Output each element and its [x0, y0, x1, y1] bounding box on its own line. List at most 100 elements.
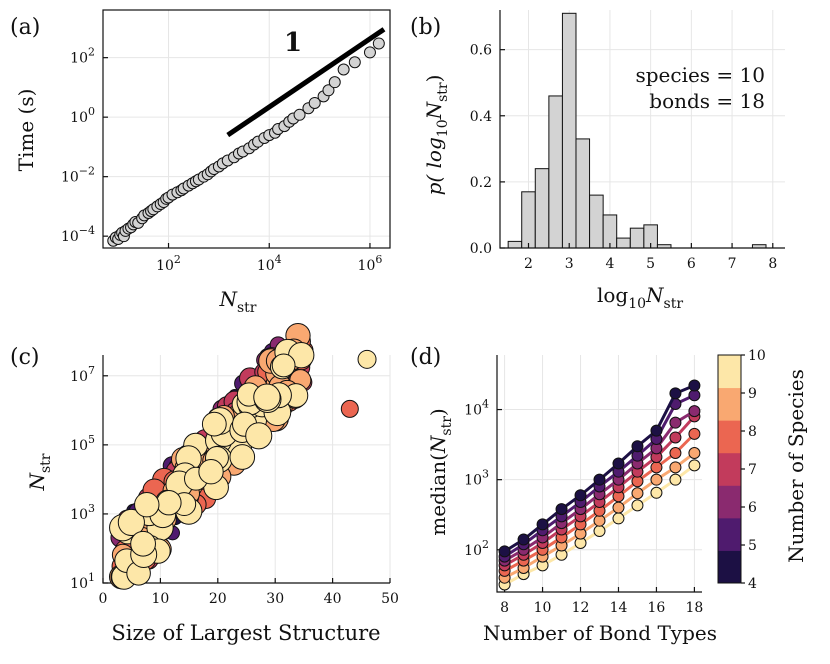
panel-c-ticks: 0 10 20 30 40 50 101 103 105 107 [70, 364, 399, 607]
panel-d-ytick-label: 102 [464, 538, 489, 559]
panel-b-xtick-label: 2 [524, 256, 533, 272]
panel-b-xtick-label: 7 [728, 256, 737, 272]
panel-a-xtick-label: 102 [156, 253, 181, 274]
panel-d-xtick-label: 14 [610, 600, 628, 616]
series-point [650, 461, 663, 474]
histogram-bar [521, 191, 536, 249]
series-point [612, 457, 625, 470]
panel-d-xtick-label: 12 [572, 600, 590, 616]
colorbar: 4 5 6 7 8 9 10 [717, 348, 766, 592]
colorbar-tick-label: 7 [748, 462, 757, 478]
panel-d-label: (d) [410, 345, 441, 370]
data-point [134, 491, 160, 518]
colorbar-swatch [718, 355, 741, 389]
panel-d-xtick-label: 18 [685, 600, 703, 616]
data-point [348, 56, 361, 69]
colorbar-tick-label: 5 [748, 538, 757, 554]
data-point [372, 37, 385, 50]
panel-c-xtick-label: 0 [99, 591, 108, 607]
panel-c-ytick-label: 107 [70, 364, 95, 385]
panel-b-ytick-label: 0.0 [470, 241, 492, 257]
data-point [117, 508, 145, 536]
data-point [271, 353, 296, 378]
panel-a-ytick-label: 100 [70, 105, 95, 126]
colorbar-swatch [718, 452, 741, 486]
series-point [650, 486, 663, 499]
series-point [688, 427, 701, 440]
panel-d-xtick-label: 10 [534, 600, 552, 616]
series-point [498, 545, 511, 558]
data-point [245, 422, 273, 450]
panel-b-xtick-label: 8 [768, 256, 777, 272]
series-point [669, 416, 682, 429]
series-point [593, 525, 606, 538]
panel-b-bars [507, 12, 767, 249]
histogram-bar [616, 237, 631, 249]
data-point [363, 46, 376, 59]
panel-d-axes [496, 355, 702, 593]
panel-a-ylabel: Time (s) [14, 89, 38, 172]
series-point [612, 512, 625, 525]
panel-c-label: (c) [10, 345, 40, 370]
panel-c-ytick-label: 105 [70, 433, 95, 454]
series-point [650, 473, 663, 486]
panel-b-ylabel: p( log10Nstr) [422, 75, 451, 196]
panel-d-xtick-label: 16 [648, 600, 666, 616]
panel-d-xtick-label: 8 [500, 600, 509, 616]
panel-a-ytick-label: 10−4 [61, 224, 95, 245]
panel-d-xlabel: Number of Bond Types [483, 621, 717, 645]
colorbar-swatch [718, 550, 741, 584]
panel-c-xtick-label: 50 [381, 591, 399, 607]
series-point [631, 440, 644, 453]
panel-d-ticks: 8 10 12 14 16 18 102 103 104 [464, 398, 703, 616]
data-point [201, 411, 227, 437]
series-point [631, 499, 644, 512]
series-point [517, 533, 530, 546]
panel-c-points [108, 322, 377, 590]
series-point [593, 473, 606, 486]
annotation-species: species = 10 [635, 63, 765, 87]
panel-a-xtick-label: 104 [257, 253, 282, 274]
series-point [669, 387, 682, 400]
series-point [574, 489, 587, 502]
series-point [612, 501, 625, 514]
colorbar-tick-label: 8 [748, 424, 757, 440]
panel-c-xtick-label: 30 [266, 591, 284, 607]
panel-b-xlabel: log10Nstr [597, 283, 683, 312]
colorbar-tick-label: 6 [748, 500, 757, 516]
series-point [688, 447, 701, 460]
data-point [130, 530, 156, 557]
histogram-bar [507, 240, 523, 249]
series-point [669, 461, 682, 474]
data-point [322, 84, 335, 97]
panel-d-ylabel: median(Nstr) [426, 408, 455, 535]
panel-a: (a) 102 104 106 10−4 10−2 100 102 1 Nstr Time … [10, 9, 391, 316]
series-point [688, 459, 701, 472]
panel-b-xtick-label: 3 [565, 256, 574, 272]
panel-b-ytick-label: 0.4 [470, 109, 492, 125]
data-point [328, 76, 341, 89]
data-point [198, 459, 224, 485]
data-point [229, 444, 256, 470]
data-point [337, 63, 350, 76]
data-point [340, 399, 359, 418]
series-point [631, 487, 644, 500]
panel-c-xtick-label: 20 [209, 591, 227, 607]
panel-c-xlabel: Size of Largest Structure [111, 621, 380, 645]
histogram-bar [534, 168, 550, 249]
histogram-bar [629, 227, 645, 249]
series-point [669, 473, 682, 486]
colorbar-tick-label: 9 [748, 386, 757, 402]
colorbar-swatch [718, 420, 741, 454]
series-point [669, 431, 682, 444]
colorbar-swatch [718, 387, 741, 421]
panel-a-frame [102, 9, 391, 249]
panel-c-ylabel: Nstr [25, 453, 54, 491]
panel-c: (c) 0 10 20 30 40 50 101 103 105 107 Size of Larg… [10, 322, 399, 645]
annotation-bonds: bonds = 18 [649, 89, 765, 113]
panel-c-xtick-label: 40 [324, 591, 342, 607]
panel-a-xtick-label: 106 [358, 253, 383, 274]
colorbar-swatch [718, 517, 741, 551]
